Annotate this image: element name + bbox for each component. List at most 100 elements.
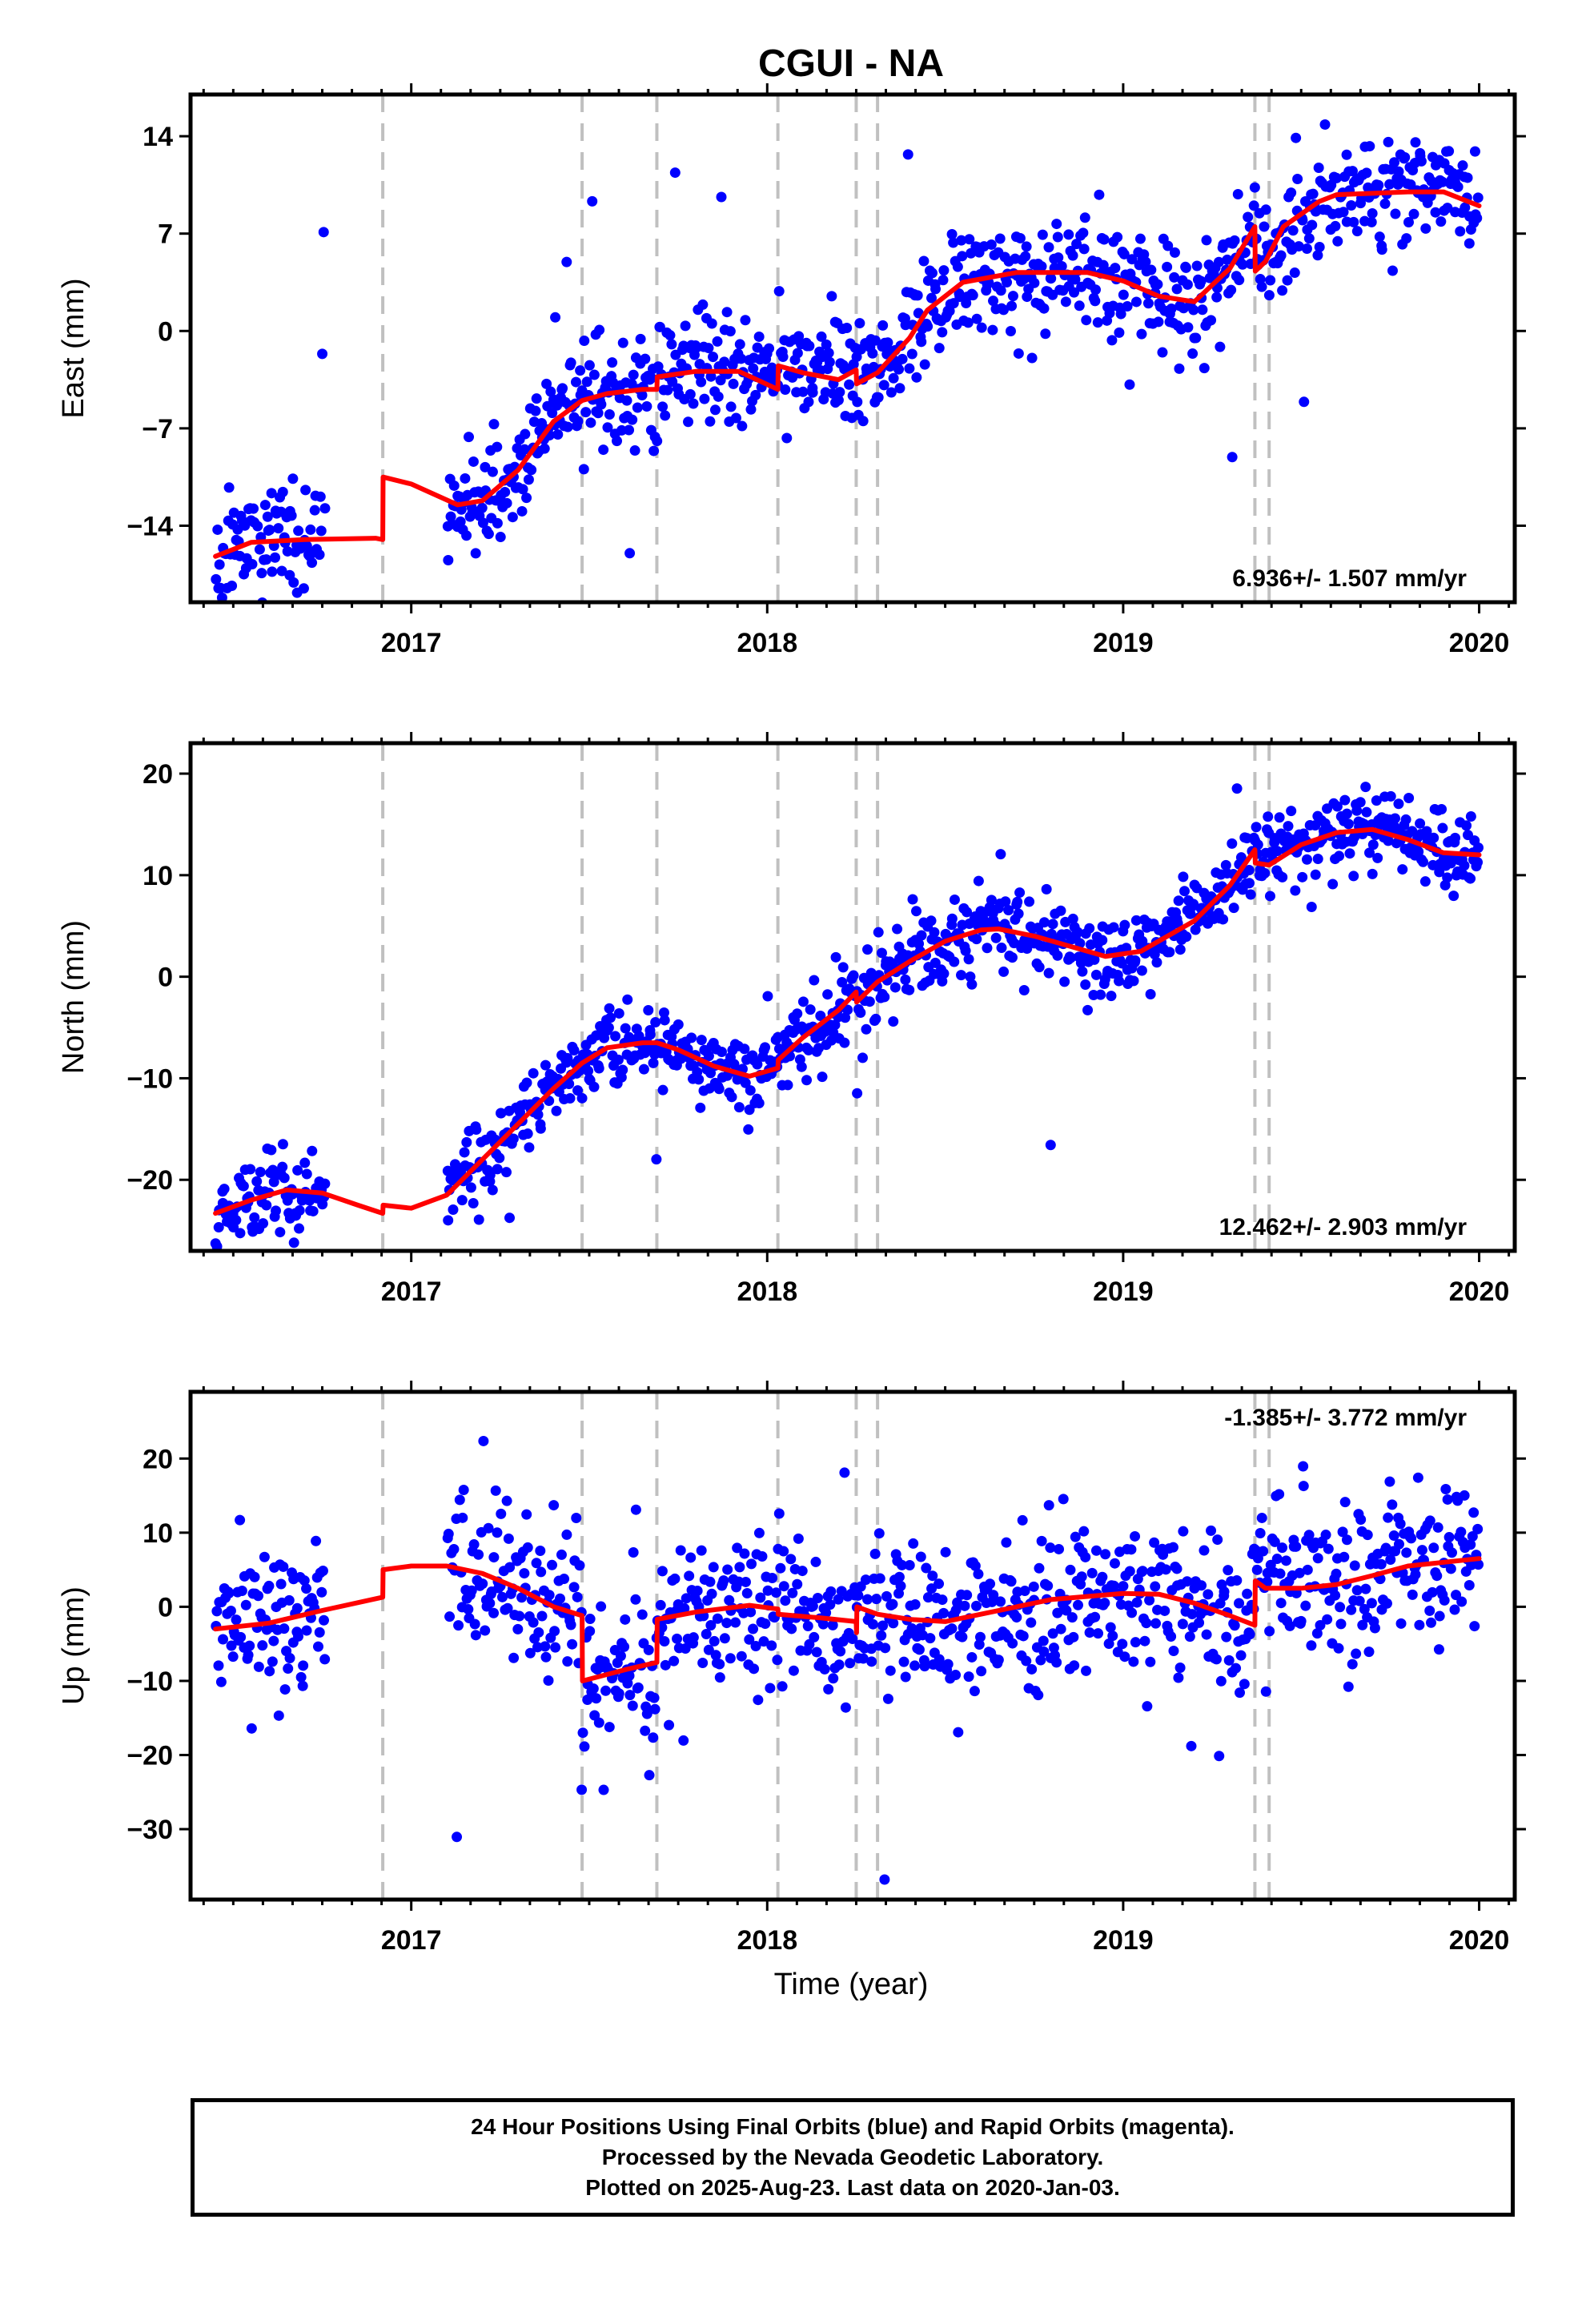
data-point — [793, 1533, 804, 1544]
data-point — [1033, 1690, 1044, 1701]
data-point — [1298, 1461, 1309, 1472]
data-point — [1174, 363, 1185, 374]
y-tick-label: −10 — [126, 1063, 173, 1094]
y-axis-label-up: Up (mm) — [57, 1586, 90, 1705]
data-point — [734, 339, 745, 350]
data-point — [877, 320, 889, 331]
data-point — [522, 1128, 533, 1140]
data-point — [1186, 1740, 1197, 1751]
data-point — [750, 1641, 761, 1652]
data-point — [470, 1630, 481, 1641]
data-point — [721, 307, 733, 318]
data-point — [692, 1585, 703, 1596]
data-point — [1142, 298, 1154, 309]
data-point — [1199, 363, 1210, 374]
data-point — [1472, 212, 1483, 223]
data-point — [736, 353, 747, 364]
data-point — [719, 1633, 730, 1644]
data-point — [557, 383, 568, 394]
data-point — [952, 261, 963, 272]
data-point — [1011, 1612, 1022, 1623]
data-point — [604, 1722, 615, 1733]
data-point — [1022, 292, 1033, 303]
data-point — [1100, 1549, 1111, 1560]
data-point — [1146, 264, 1157, 275]
data-point — [1364, 847, 1375, 858]
data-point — [524, 1647, 536, 1659]
data-point — [1067, 913, 1078, 924]
data-point — [922, 1592, 934, 1603]
data-point — [483, 1522, 494, 1534]
data-point — [1226, 284, 1237, 296]
data-point — [273, 1710, 284, 1721]
data-point — [1349, 1560, 1360, 1571]
data-point — [248, 503, 259, 514]
data-point — [492, 1164, 503, 1175]
data-point — [1343, 818, 1354, 830]
data-point — [549, 1626, 560, 1637]
data-point — [823, 348, 834, 359]
data-point — [1312, 854, 1323, 865]
data-point — [216, 592, 227, 602]
data-point — [255, 1166, 266, 1177]
data-point — [1007, 1638, 1018, 1649]
data-point — [305, 524, 316, 535]
data-point — [1201, 1629, 1212, 1640]
data-point — [1078, 243, 1090, 255]
data-point — [739, 1548, 750, 1559]
data-point — [1303, 1530, 1315, 1541]
data-point — [957, 251, 968, 262]
data-point — [1018, 1630, 1029, 1642]
data-point — [583, 1065, 594, 1076]
data-point — [828, 1673, 839, 1684]
data-point — [562, 421, 573, 432]
data-point — [1124, 1566, 1135, 1577]
data-point — [1098, 234, 1110, 245]
data-point — [468, 1539, 480, 1550]
data-point — [468, 456, 479, 467]
data-point — [1462, 172, 1473, 183]
data-point — [1287, 225, 1299, 236]
data-point — [1301, 854, 1312, 865]
data-point — [484, 1598, 496, 1609]
data-point — [1277, 1542, 1288, 1554]
data-point — [729, 1059, 740, 1070]
data-point — [1243, 211, 1254, 223]
data-point — [299, 1157, 311, 1168]
data-point — [1026, 1663, 1038, 1675]
data-point — [1439, 1594, 1450, 1606]
data-point — [1456, 1596, 1468, 1607]
data-point — [1201, 235, 1212, 246]
data-point — [1001, 1537, 1012, 1548]
data-point — [528, 1617, 539, 1628]
data-point — [492, 441, 503, 452]
data-point — [815, 1010, 826, 1021]
data-point — [284, 1653, 295, 1664]
data-point — [887, 1598, 898, 1610]
data-point — [679, 1602, 690, 1614]
panel-east: −14 −7 0 7 14 2017 2018 2019 2020 East (mm) 6.936+… — [57, 83, 1526, 658]
data-point — [1259, 867, 1271, 879]
panel-north-plot-area — [210, 743, 1484, 1251]
data-point — [937, 1594, 948, 1606]
data-point — [463, 432, 474, 443]
y-tick-label: 10 — [143, 1518, 173, 1549]
data-point — [585, 417, 596, 428]
data-point — [962, 1590, 973, 1601]
data-point — [572, 1085, 584, 1096]
data-point — [713, 391, 724, 402]
data-point — [1046, 273, 1057, 284]
data-point — [1199, 1545, 1210, 1556]
data-point — [1006, 1576, 1017, 1587]
data-point — [1021, 1655, 1032, 1667]
y-tick-label: 0 — [158, 1592, 173, 1622]
data-point — [652, 361, 664, 372]
data-point — [1440, 1483, 1452, 1494]
data-point — [1235, 1687, 1246, 1699]
data-point — [620, 1023, 631, 1034]
data-point — [833, 1659, 845, 1671]
data-point — [251, 1176, 263, 1187]
data-point — [1164, 947, 1175, 958]
data-point — [1040, 328, 1051, 340]
data-point — [1360, 1583, 1371, 1594]
